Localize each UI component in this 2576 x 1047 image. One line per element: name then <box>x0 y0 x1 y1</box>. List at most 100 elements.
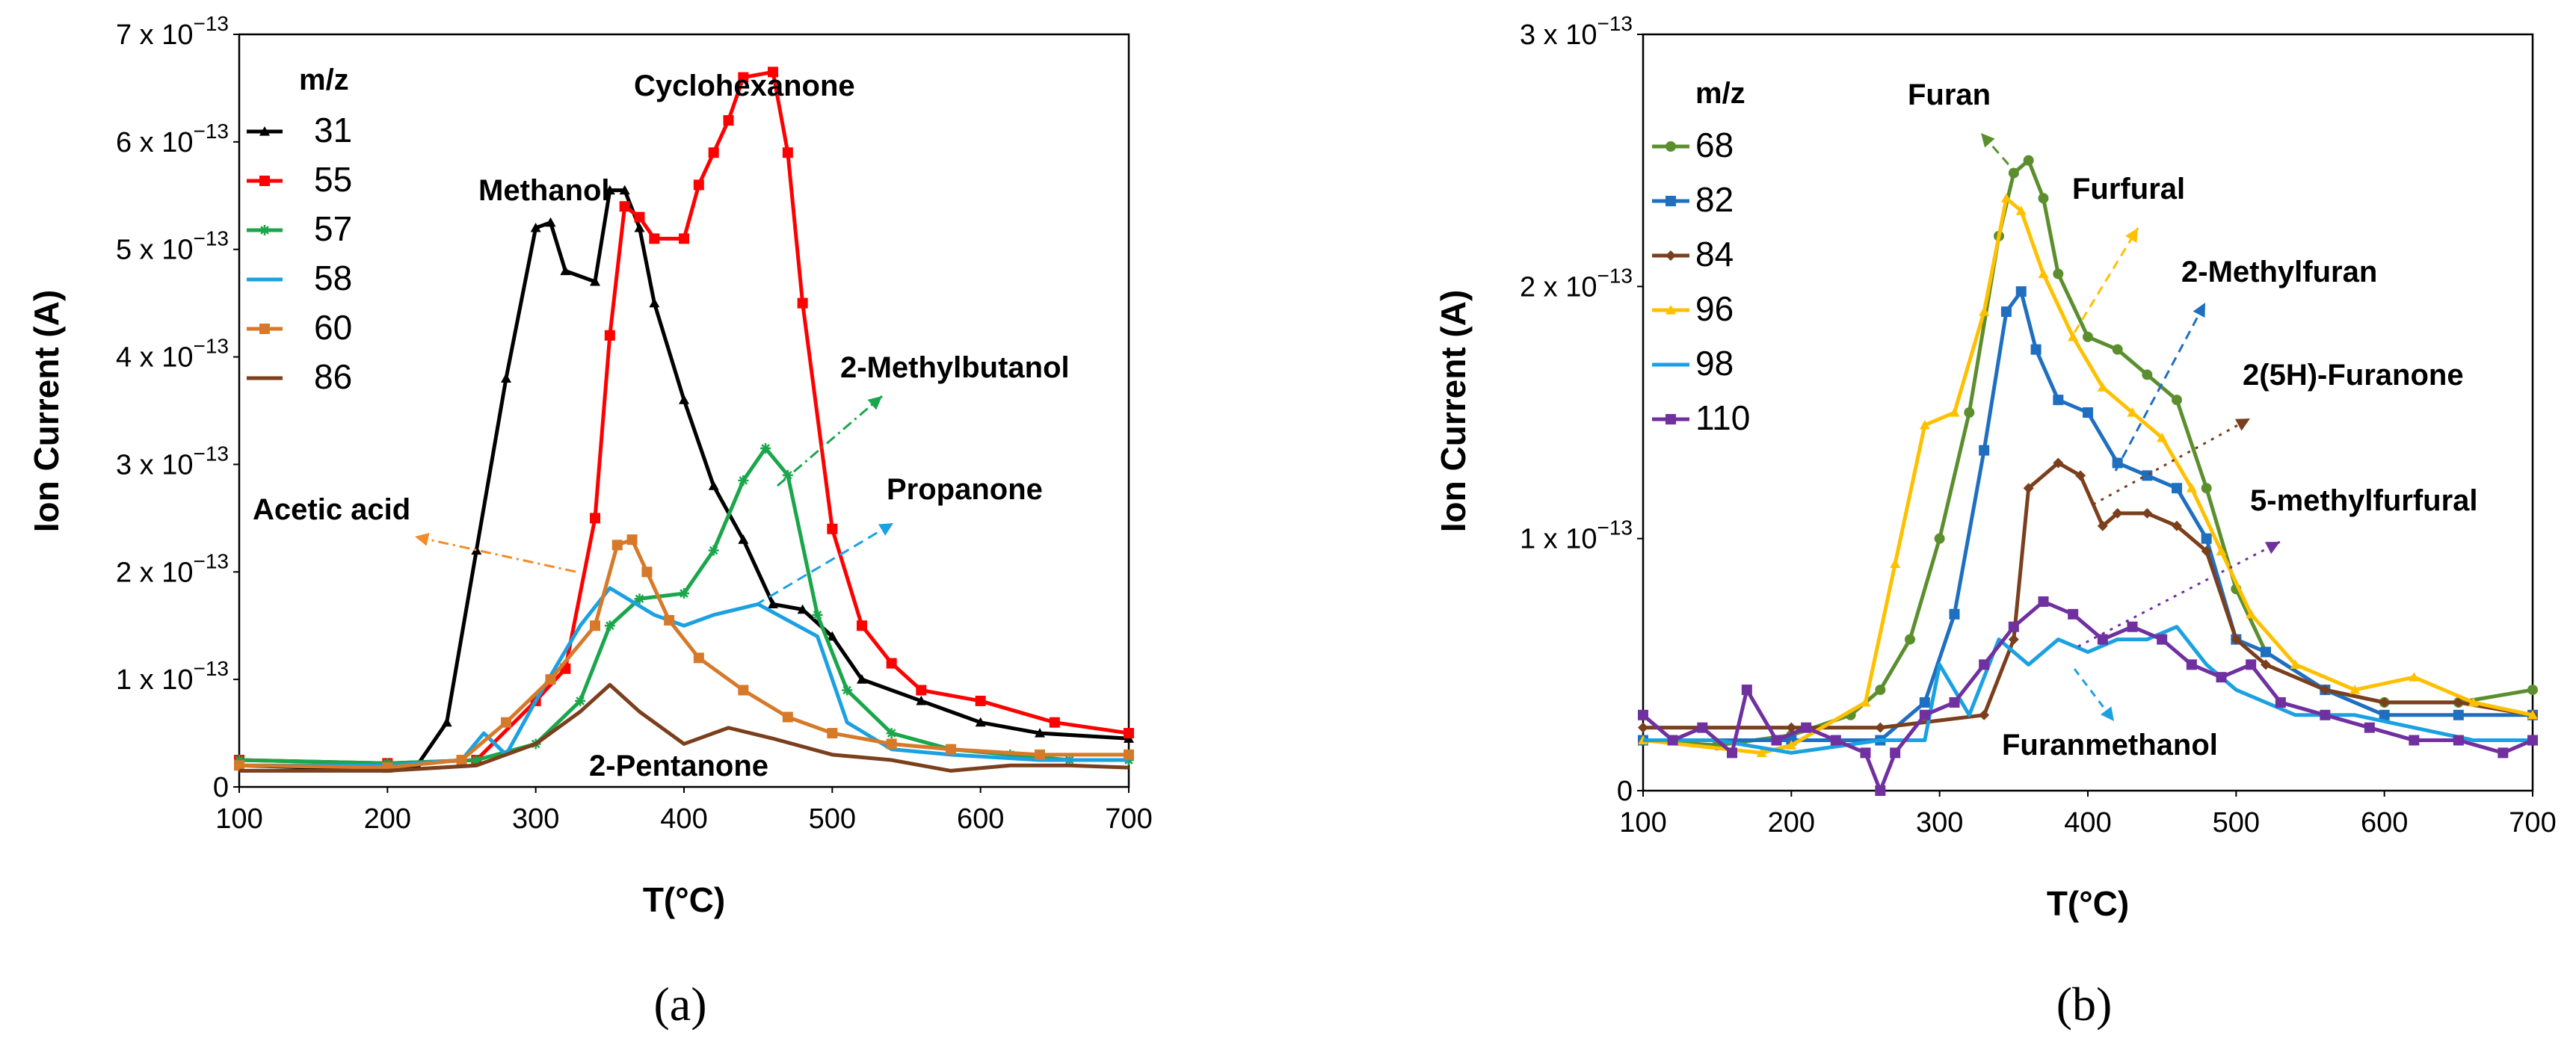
annotation-acetic-acid: Acetic acid <box>253 493 410 526</box>
y-tick-label: 4 x 10−13 <box>116 335 229 374</box>
arrow-furfural <box>2073 227 2139 333</box>
data-point <box>2083 331 2093 342</box>
data-point <box>2172 483 2182 494</box>
data-point <box>2023 155 2034 166</box>
arrow-2-5h-furanone <box>2092 417 2251 506</box>
data-point <box>2453 697 2464 708</box>
data-point <box>2030 344 2042 355</box>
data-point <box>626 534 638 546</box>
data-point <box>1919 419 1930 430</box>
data-point <box>886 738 897 750</box>
data-point <box>1756 747 1767 757</box>
data-point <box>2142 369 2153 380</box>
series-line-58 <box>239 586 1129 768</box>
legend-label: 55 <box>314 160 352 199</box>
data-point <box>2097 634 2108 645</box>
data-point <box>641 566 653 578</box>
legend-label: 86 <box>314 357 352 396</box>
legend-marker <box>1666 414 1676 424</box>
data-point <box>1697 722 1708 733</box>
data-point <box>2409 672 2420 682</box>
data-point <box>708 481 719 490</box>
data-point <box>501 717 511 728</box>
x-tick-labels-a: 100 200 300 400 500 600 700 <box>215 787 1153 835</box>
data-point <box>2320 709 2331 720</box>
data-point <box>738 534 749 544</box>
data-point <box>797 297 808 309</box>
data-point <box>857 674 867 684</box>
legend-label: 68 <box>1695 126 1734 164</box>
data-point <box>2015 286 2027 297</box>
data-point <box>1771 735 1782 746</box>
annotation-methanol: Methanol <box>478 174 610 207</box>
series-96 <box>1638 193 2538 757</box>
data-point <box>441 717 452 727</box>
data-point <box>649 297 660 308</box>
legend-marker <box>1666 141 1676 152</box>
data-point <box>2008 167 2019 179</box>
data-point <box>2053 457 2064 469</box>
series-58 <box>239 586 1129 768</box>
data-point <box>1949 697 1960 708</box>
data-point <box>782 147 793 158</box>
data-point <box>1786 740 1797 750</box>
data-point <box>1830 735 1841 746</box>
data-point <box>2231 634 2242 645</box>
data-point <box>1919 697 1930 708</box>
data-point <box>2172 520 2182 531</box>
legend-label: 98 <box>1695 344 1734 383</box>
legend-item-86: 86 <box>247 357 352 396</box>
legend-item-82: 82 <box>1652 180 1734 219</box>
data-point <box>2023 483 2034 494</box>
data-point <box>575 695 586 706</box>
data-point <box>2201 546 2212 557</box>
legend-item-31: 31 <box>247 111 352 149</box>
x-tick-label: 300 <box>512 803 559 835</box>
legend-label: 60 <box>314 308 352 347</box>
y-axis-title-b: Ion Current (A) <box>1434 290 1473 533</box>
data-point <box>456 755 467 766</box>
data-point <box>679 588 689 599</box>
legend-item-60: 60 <box>247 308 352 347</box>
y-axis-title-a: Ion Current (A) <box>27 290 66 533</box>
panel-b: 0 1 x 10−13 2 x 10−13 3 x 10−13 100 200 300 40… <box>1434 12 2557 1031</box>
annotation-furan: Furan <box>1908 78 1991 111</box>
data-point <box>782 711 793 723</box>
annotation-2-5h-furanone: 2(5H)-Furanone <box>2243 359 2464 392</box>
data-point <box>679 395 689 404</box>
series-82 <box>1638 286 2538 746</box>
y-tick-label: 3 x 10−13 <box>116 442 229 481</box>
data-point <box>2097 520 2108 531</box>
legend-b: 68 82 84 96 98 110 <box>1652 126 1750 437</box>
data-point <box>604 330 615 341</box>
data-point <box>1934 533 1945 544</box>
data-point <box>1905 634 1915 645</box>
data-point <box>2038 596 2049 607</box>
data-point <box>1124 749 1134 760</box>
annotation-cyclohexanone: Cyclohexanone <box>634 70 855 102</box>
data-point <box>812 609 823 620</box>
data-point <box>2201 533 2212 544</box>
data-point <box>782 469 793 481</box>
x-tick-label: 700 <box>2509 807 2556 838</box>
legend-marker <box>1666 250 1676 261</box>
data-point <box>2201 483 2212 494</box>
series-98 <box>1643 625 2533 755</box>
data-point <box>1035 749 1045 760</box>
data-point <box>1949 407 1960 417</box>
data-point <box>471 755 482 766</box>
data-point <box>2112 344 2123 355</box>
data-point <box>1035 728 1045 738</box>
legend-marker <box>259 176 270 186</box>
x-tick-label: 600 <box>2361 807 2408 838</box>
data-point <box>2246 608 2257 619</box>
data-point <box>2127 621 2138 632</box>
x-tick-label: 400 <box>660 803 707 835</box>
series-group-a <box>234 67 1134 773</box>
data-point <box>2216 672 2227 683</box>
data-point <box>619 185 630 195</box>
y-tick-labels-a: 0 1 x 10−13 2 x 10−13 3 x 10−13 4 x 10−13 5 x… <box>116 12 239 803</box>
data-point <box>2261 646 2271 658</box>
data-point <box>1801 722 1812 733</box>
data-point <box>975 695 986 706</box>
